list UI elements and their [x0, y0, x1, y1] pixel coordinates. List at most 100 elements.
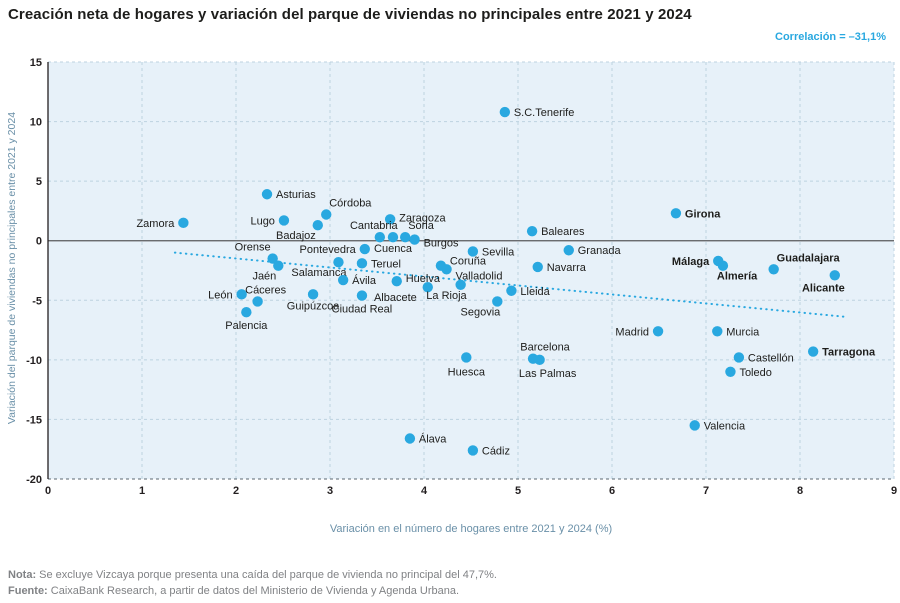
point-label-salamanca: Salamanca	[291, 267, 347, 279]
point-castell-n	[733, 352, 745, 363]
y-tick-label: 15	[30, 57, 42, 69]
point-label-s-c-tenerife: S.C.Tenerife	[514, 107, 575, 119]
point-le-n	[236, 289, 247, 300]
point-label-girona: Girona	[685, 208, 721, 220]
correlation-label: Correlación = –31,1%	[775, 31, 886, 43]
point-label-zaragoza: Zaragoza	[399, 212, 446, 224]
point-la-rioja	[455, 279, 466, 290]
point-label-m-laga: Málaga	[672, 256, 710, 268]
point-zamora	[178, 217, 189, 229]
point-huesca	[461, 352, 472, 363]
y-tick-label: -15	[26, 414, 42, 426]
point-navarra	[532, 261, 543, 273]
point-label-asturias: Asturias	[276, 189, 316, 201]
x-tick-label: 2	[233, 485, 239, 497]
point-label-barcelona: Barcelona	[520, 342, 570, 354]
y-tick-label: -20	[26, 474, 42, 486]
point-label-sevilla: Sevilla	[482, 246, 515, 258]
point-label-soria: Soria	[408, 220, 435, 232]
point-label-teruel: Teruel	[371, 258, 401, 270]
point-label-albacete: Albacete	[374, 292, 417, 304]
point-label-la-rioja: La Rioja	[426, 290, 467, 302]
point-label-madrid: Madrid	[615, 326, 649, 338]
point-lleida	[506, 285, 517, 296]
x-tick-label: 7	[703, 485, 709, 497]
point-teruel	[356, 258, 368, 269]
point-huelva	[391, 276, 402, 287]
point-label-c-rdoba: Córdoba	[329, 198, 372, 210]
point-vila	[337, 274, 349, 286]
point-burgos	[409, 234, 420, 245]
x-tick-label: 0	[45, 485, 51, 497]
point-cuenca	[387, 231, 399, 243]
footer-fuente-text: CaixaBank Research, a partir de datos de…	[47, 585, 460, 597]
point-label-badajoz: Badajoz	[276, 230, 316, 242]
y-axis-title: Variación del parque de viviendas no pri…	[6, 111, 18, 425]
point-baleares	[526, 225, 538, 237]
point-toledo	[725, 366, 736, 377]
x-tick-label: 5	[515, 485, 521, 497]
point-valencia	[689, 420, 700, 431]
point-label-alicante: Alicante	[802, 282, 845, 294]
point-salamanca	[333, 256, 344, 268]
point-albacete	[422, 281, 433, 293]
point-label-lugo: Lugo	[250, 215, 274, 227]
point-badajoz	[312, 220, 323, 231]
x-tick-label: 3	[327, 485, 333, 497]
point-label-pontevedra: Pontevedra	[300, 244, 357, 256]
point-label-tarragona: Tarragona	[822, 347, 876, 359]
point-label-guadalajara: Guadalajara	[777, 252, 841, 264]
point-label-huelva: Huelva	[406, 273, 441, 285]
x-tick-label: 4	[421, 485, 428, 497]
point-pontevedra	[359, 243, 370, 255]
point-murcia	[712, 326, 723, 337]
point-label-valladolid: Valladolid	[456, 270, 503, 282]
x-tick-label: 8	[797, 485, 803, 497]
point-ciudad-real	[356, 290, 368, 301]
point-label-vila: Ávila	[352, 274, 377, 287]
y-tick-label: 5	[36, 176, 42, 188]
point-label-granada: Granada	[578, 245, 622, 257]
point-lava	[404, 433, 416, 444]
point-c-diz	[467, 445, 479, 456]
y-tick-label: 0	[36, 236, 42, 248]
point-alicante	[829, 270, 840, 281]
point-label-huesca: Huesca	[448, 366, 486, 378]
point-label-lleida: Lleida	[520, 286, 550, 298]
point-s-c-tenerife	[499, 106, 511, 118]
point-label-segovia: Segovia	[461, 306, 502, 318]
point-label-palencia: Palencia	[225, 320, 268, 332]
point-valladolid	[441, 264, 452, 275]
point-granada	[563, 245, 574, 256]
point-palencia	[241, 307, 252, 318]
point-label-navarra: Navarra	[547, 262, 587, 274]
chart-title: Creación neta de hogares y variación del…	[8, 6, 692, 23]
point-label-valencia: Valencia	[704, 420, 746, 432]
footer: Nota: Se excluye Vizcaya porque presenta…	[8, 567, 497, 599]
point-label-burgos: Burgos	[424, 238, 459, 250]
point-ja-n	[273, 260, 284, 271]
x-tick-label: 9	[891, 485, 897, 497]
point-almer-a	[717, 260, 729, 271]
point-label-cuenca: Cuenca	[374, 243, 413, 255]
point-madrid	[652, 326, 664, 337]
point-label-ciudad-real: Ciudad Real	[332, 304, 393, 316]
point-label-coru-a: Coruña	[450, 256, 487, 268]
point-label-zamora: Zamora	[136, 218, 175, 230]
y-tick-label: -10	[26, 355, 42, 367]
x-tick-label: 1	[139, 485, 145, 497]
footer-nota-label: Nota:	[8, 569, 37, 581]
footer-nota: Nota: Se excluye Vizcaya porque presenta…	[8, 567, 497, 583]
footer-fuente-label: Fuente:	[8, 585, 48, 597]
point-guadalajara	[768, 264, 779, 275]
point-label-castell-n: Castellón	[748, 352, 794, 364]
point-guip-zcoa	[307, 289, 319, 300]
point-soria	[400, 231, 411, 243]
point-label-cantabria: Cantabria	[350, 220, 399, 232]
point-label-lava: Álava	[419, 432, 447, 445]
point-label-orense: Orense	[235, 242, 271, 254]
x-tick-label: 6	[609, 485, 615, 497]
point-c-rdoba	[321, 209, 332, 220]
